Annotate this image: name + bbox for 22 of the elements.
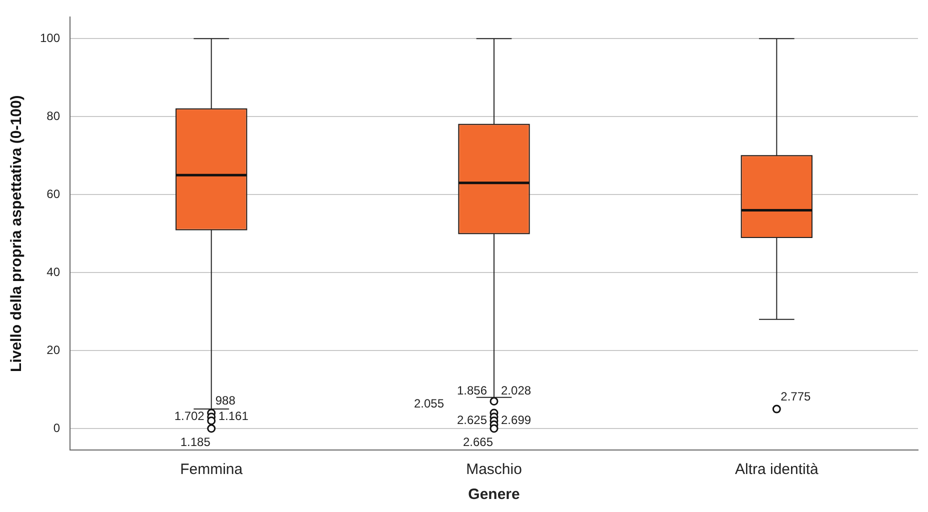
y-tick-label: 20	[46, 342, 60, 357]
annotation: 2.028	[501, 384, 532, 398]
annotation: 2.699	[501, 413, 532, 428]
annotation: 1.161	[218, 409, 249, 424]
x-tick-label: Maschio	[466, 461, 522, 478]
y-tick-label: 60	[46, 186, 60, 201]
y-tick-label: 80	[46, 108, 60, 123]
annotation: 1.702	[174, 409, 205, 424]
annotation: 1.856	[456, 384, 488, 398]
annotation: 1.185	[180, 434, 211, 449]
x-tick-label: Altra identità	[734, 461, 820, 478]
annotation: 2.055	[414, 396, 444, 411]
annotation: 2.665	[462, 434, 494, 449]
x-axis-title: Genere	[468, 486, 520, 504]
annotation: 988	[215, 393, 236, 408]
annotation: 2.775	[780, 389, 812, 404]
y-tick-label: 0	[53, 420, 60, 435]
y-axis-title: Livello della propria aspettativa (0-100)	[8, 95, 26, 372]
y-tick-label: 100	[40, 30, 60, 45]
annotation: 2.625	[456, 413, 488, 428]
y-tick-label: 40	[46, 264, 60, 279]
x-tick-label: Femmina	[180, 461, 244, 478]
